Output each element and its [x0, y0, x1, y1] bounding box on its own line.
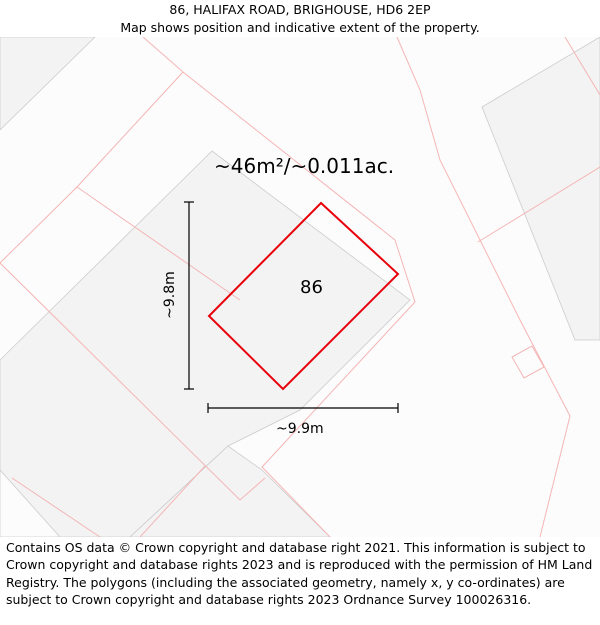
- height-dimension-label: ~9.8m: [162, 271, 178, 319]
- building-bottom: [129, 445, 331, 537]
- dimension-lines: [184, 201, 399, 413]
- building-right: [481, 37, 600, 341]
- attribution-text: Contains OS data © Crown copyright and d…: [6, 540, 593, 608]
- map-header: 86, HALIFAX ROAD, BRIGHOUSE, HD6 2EP Map…: [0, 0, 600, 38]
- parcel-boundaries: [0, 37, 600, 537]
- map-subtitle: Map shows position and indicative extent…: [120, 20, 480, 35]
- plot-number-label: 86: [300, 277, 323, 298]
- buildings: [0, 37, 600, 537]
- property-outline: [207, 201, 400, 391]
- address-title: 86, HALIFAX ROAD, BRIGHOUSE, HD6 2EP: [169, 2, 431, 17]
- area-label: ~46m²/~0.011ac.: [214, 154, 395, 178]
- width-dimension-label: ~9.9m: [276, 421, 324, 437]
- building-top-left: [0, 37, 96, 131]
- property-map[interactable]: ~46m²/~0.011ac. 86 ~9.8m ~9.9m: [0, 37, 600, 537]
